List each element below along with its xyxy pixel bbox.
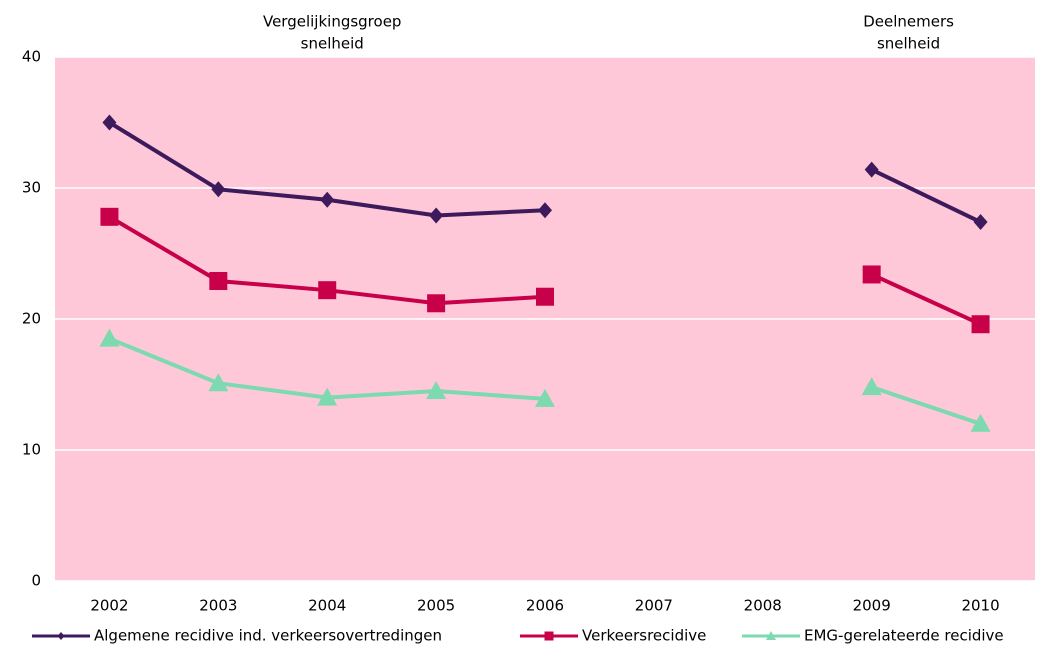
series-line [870,272,982,327]
data-point [99,328,120,347]
data-point [864,161,879,178]
x-tick-label: 2007 [635,597,673,615]
data-point [318,281,337,300]
legend-label: Verkeersrecidive [582,627,706,645]
x-tick-label: 2010 [961,597,999,615]
x-tick-label: 2004 [308,597,346,615]
x-tick-label: 2005 [417,597,455,615]
annotation: Deelnemers [863,13,954,31]
data-point [862,265,881,284]
series-line [870,167,982,224]
data-point [429,207,444,224]
x-tick-label: 2002 [90,597,128,615]
data-point [973,214,988,231]
data-point [427,294,446,313]
annotation: snelheid [301,35,364,53]
series-line [871,385,982,426]
y-tick-label: 40 [22,48,41,66]
legend-marker [57,632,65,640]
data-point [208,373,229,392]
data-point [536,287,554,306]
legend-marker [544,631,554,641]
x-tick-label: 2008 [744,597,782,615]
data-point [971,315,990,334]
data-point [426,381,447,400]
data-point [100,207,119,226]
x-tick-label: 2006 [526,597,564,615]
data-point [209,272,228,291]
data-point [320,191,335,208]
legend-label: EMG-gerelateerde recidive [804,627,1004,645]
y-tick-label: 10 [22,441,41,459]
x-tick-label: 2009 [853,597,891,615]
annotation: Vergelijkingsgroep [263,13,401,31]
data-point [102,114,117,131]
data-point [317,387,338,406]
legend-label: Algemene recidive ind. verkeersovertredi… [94,627,442,645]
data-point [538,202,552,219]
x-tick-label: 2003 [199,597,237,615]
data-point [211,181,226,198]
annotation: snelheid [877,35,940,53]
data-point [535,388,555,407]
data-point [861,377,882,396]
y-tick-label: 30 [22,179,41,197]
y-tick-label: 20 [22,310,41,328]
legend-marker [766,631,776,640]
data-point [970,413,991,432]
y-tick-label: 0 [31,572,41,590]
